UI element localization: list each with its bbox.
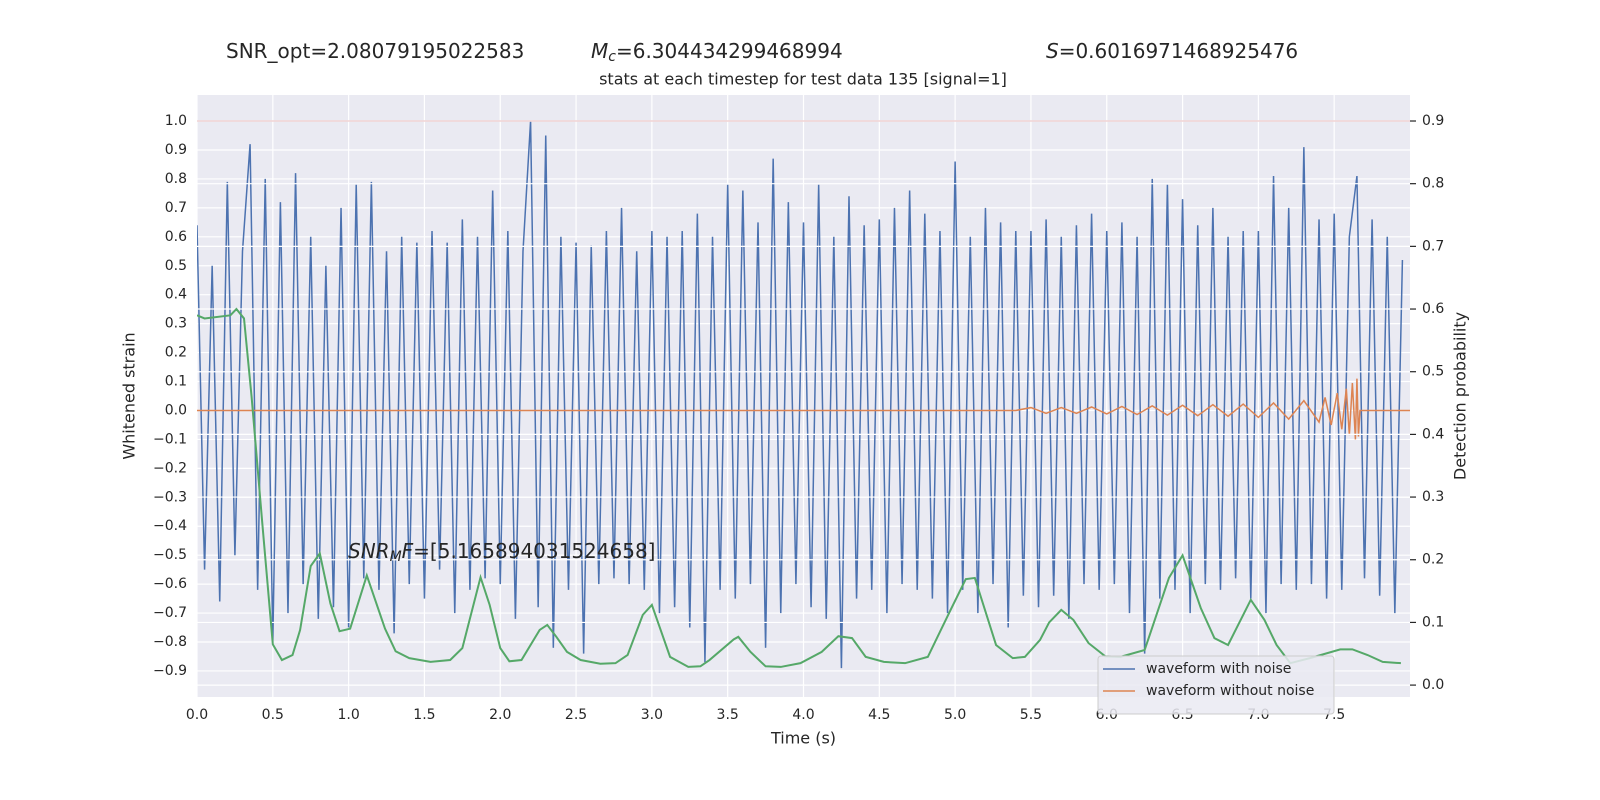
y-tick-label: 0.2 — [165, 345, 187, 361]
header-text: =0.6016971468925476 — [1059, 39, 1298, 63]
header-text: =6.304434299468994 — [616, 39, 843, 63]
annotation-subscript: M — [390, 549, 402, 565]
y-tick-label: −0.1 — [153, 431, 187, 447]
y2-tick-label: 0.6 — [1422, 301, 1444, 317]
y2-tick-label: 0.1 — [1422, 614, 1444, 630]
y2-tick-label: 0.7 — [1422, 238, 1444, 254]
series-line — [197, 378, 1410, 440]
x-tick-label: 4.0 — [792, 707, 814, 723]
series-line — [197, 121, 1404, 669]
y2-tick-label: 0.8 — [1422, 176, 1444, 192]
y-tick-label: 0.0 — [165, 402, 187, 418]
subtitle: stats at each timestep for test data 135… — [599, 70, 1007, 89]
y2-axis-label: Detection probability — [1451, 312, 1470, 480]
y-tick-label: −0.6 — [153, 576, 187, 592]
y-tick-label: −0.4 — [153, 518, 187, 534]
header-subscript: c — [608, 49, 616, 65]
x-tick-label: 5.5 — [1020, 707, 1042, 723]
y-tick-label: −0.9 — [153, 663, 187, 679]
x-tick-label: 0.0 — [186, 707, 208, 723]
y-tick-label: 0.3 — [165, 316, 187, 332]
annotation-suffix: F — [402, 539, 414, 563]
series-line — [197, 307, 1401, 668]
y-axis-label: Whitened strain — [120, 332, 139, 459]
y-tick-label: 0.9 — [165, 142, 187, 158]
x-tick-label: 2.5 — [565, 707, 587, 723]
y-tick-label: −0.5 — [153, 547, 187, 563]
y-tick-label: 0.5 — [165, 258, 187, 274]
y2-tick-label: 0.5 — [1422, 364, 1444, 380]
x-tick-label: 0.5 — [262, 707, 284, 723]
y-tick-label: −0.3 — [153, 489, 187, 505]
legend-box — [1097, 655, 1335, 715]
y-tick-label: −0.8 — [153, 634, 187, 650]
annotation: SNRMF=[5.165894031524658] — [348, 539, 656, 566]
y-tick-label: 0.7 — [165, 200, 187, 216]
header: SNR_opt=2.08079195022583 — [226, 39, 524, 63]
y-tick-label: 0.4 — [165, 287, 187, 303]
y2-tick-label: 0.3 — [1422, 489, 1444, 505]
x-tick-label: 3.5 — [717, 707, 739, 723]
annotation-text: =[5.165894031524658] — [413, 539, 655, 563]
legend-label: waveform without noise — [1146, 683, 1314, 699]
x-tick-label: 1.0 — [337, 707, 359, 723]
y-tick-label: 0.8 — [165, 171, 187, 187]
header: S=0.6016971468925476 — [1046, 39, 1298, 63]
x-tick-label: 2.0 — [489, 707, 511, 723]
header: Mc=6.304434299468994 — [591, 39, 843, 66]
x-axis-label: Time (s) — [770, 729, 836, 748]
x-tick-label: 1.5 — [413, 707, 435, 723]
header-symbol: S — [1046, 39, 1059, 63]
x-tick-label: 3.0 — [641, 707, 663, 723]
y-tick-label: 0.6 — [165, 229, 187, 245]
y-tick-label: −0.7 — [153, 605, 187, 621]
legend-label: waveform with noise — [1146, 661, 1291, 677]
header-text: SNR_opt=2.08079195022583 — [226, 39, 524, 63]
y2-tick-label: 0.9 — [1422, 113, 1444, 129]
y2-tick-label: 0.0 — [1422, 677, 1444, 693]
y-tick-label: 1.0 — [165, 113, 187, 129]
annotation-symbol: SNR — [348, 539, 390, 563]
y-tick-label: 0.1 — [165, 374, 187, 390]
y2-tick-label: 0.2 — [1422, 552, 1444, 568]
header-symbol: M — [591, 39, 608, 63]
y2-tick-label: 0.4 — [1422, 426, 1444, 442]
y-tick-label: −0.2 — [153, 460, 187, 476]
x-tick-label: 4.5 — [868, 707, 890, 723]
x-tick-label: 5.0 — [944, 707, 966, 723]
